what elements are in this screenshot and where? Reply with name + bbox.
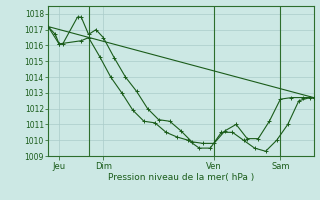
X-axis label: Pression niveau de la mer( hPa ): Pression niveau de la mer( hPa ) — [108, 173, 254, 182]
